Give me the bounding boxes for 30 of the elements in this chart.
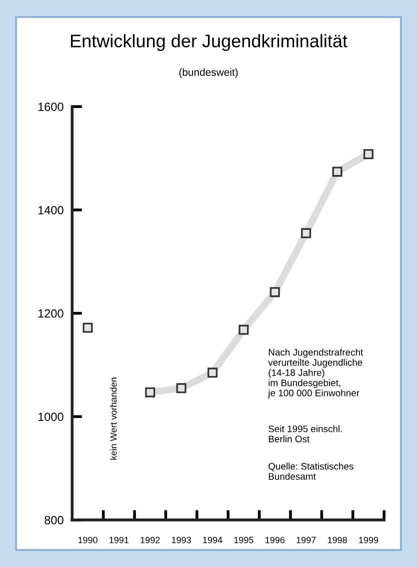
annotation: Nach Jugendstrafrecht verurteilte Jugendliche (14-18 Jahre) im Bundesgebiet, je 100 000 Einwohner	[268, 348, 364, 398]
y-tick-label: 1400	[38, 206, 64, 214]
x-tick-label: 1993	[172, 536, 191, 544]
y-tick-label: 800	[44, 516, 64, 524]
x-tick-label: 1996	[266, 536, 285, 544]
point	[176, 383, 186, 394]
point	[301, 228, 312, 238]
y-tick-label: 1000	[38, 412, 64, 421]
annotation: Seit 1995 einschl. Berlin Ost	[268, 425, 342, 442]
point	[238, 324, 249, 335]
point	[208, 368, 218, 378]
x-tick-label: 1997	[296, 536, 316, 544]
y-tick-label: 1600	[38, 102, 64, 111]
x-tick-label: 1999	[359, 536, 378, 544]
chart-title: Entwicklung der Jugendkriminalität	[70, 34, 348, 51]
x-tick-label: 1990	[78, 536, 98, 544]
point	[145, 387, 156, 398]
point	[82, 322, 93, 333]
x-tick-label: 1994	[203, 536, 222, 544]
x-tick-label: 1992	[140, 536, 160, 544]
point	[270, 287, 280, 298]
annotation: kein Wert vorhanden	[110, 378, 117, 460]
x-tick-label: 1995	[234, 536, 254, 544]
point	[363, 149, 374, 160]
annotation: Quelle: Statistisches Bundesamt	[268, 462, 354, 480]
x-tick-label: 1991	[110, 536, 129, 544]
x-tick-label: 1998	[328, 536, 347, 544]
y-tick-label: 1200	[38, 309, 64, 318]
point	[332, 166, 342, 177]
chart-subtitle: (bundesweit)	[179, 68, 238, 78]
